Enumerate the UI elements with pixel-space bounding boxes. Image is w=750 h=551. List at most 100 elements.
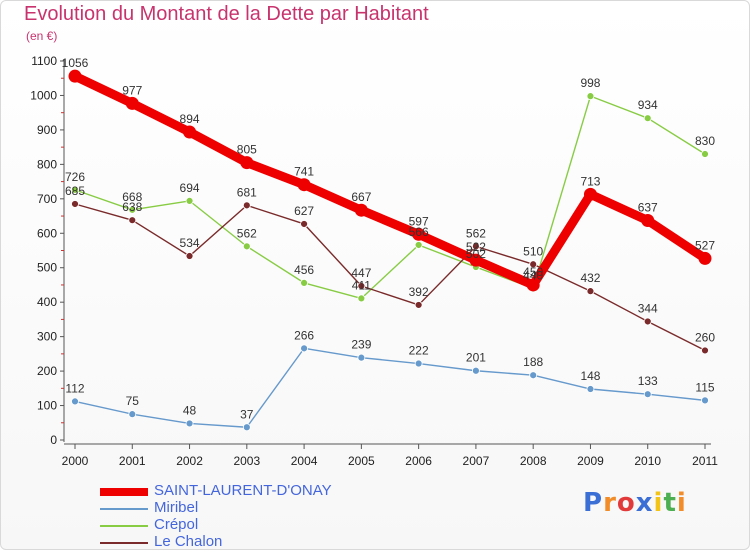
- data-point: [71, 397, 79, 406]
- data-label: 201: [466, 351, 486, 365]
- data-label: 392: [409, 285, 429, 299]
- data-label: 998: [580, 76, 600, 90]
- legend-swatch: [100, 525, 148, 527]
- data-label: 597: [409, 214, 429, 228]
- data-label: 432: [580, 271, 600, 285]
- data-point: [586, 385, 595, 393]
- data-label: 681: [237, 185, 257, 199]
- data-point: [414, 359, 423, 368]
- data-label: 566: [409, 225, 429, 239]
- y-tick-label: 200: [37, 364, 57, 378]
- data-point: [643, 390, 652, 399]
- data-label: 713: [580, 174, 600, 188]
- data-point: [701, 150, 709, 158]
- data-point: [242, 201, 251, 210]
- data-label: 934: [638, 98, 658, 112]
- logo-letter: i: [676, 488, 687, 518]
- x-tick-label: 2005: [348, 454, 375, 468]
- x-tick-label: 2006: [405, 454, 432, 468]
- logo-letter: o: [616, 488, 636, 518]
- x-tick-label: 2001: [119, 454, 146, 468]
- x-tick-label: 2010: [634, 454, 661, 468]
- legend-label: Crépol: [154, 516, 199, 533]
- data-label: 148: [580, 369, 600, 383]
- data-point: [529, 371, 538, 380]
- data-label: 447: [351, 266, 371, 280]
- data-point: [643, 317, 652, 326]
- x-tick-label: 2008: [520, 454, 547, 468]
- data-point: [300, 344, 308, 353]
- data-label: 894: [180, 112, 200, 126]
- data-label: 685: [65, 184, 85, 198]
- data-point: [185, 196, 194, 205]
- data-point: [583, 187, 597, 201]
- data-point: [469, 253, 483, 267]
- data-point: [125, 96, 139, 110]
- data-label: 411: [352, 278, 371, 292]
- series-line-3: [74, 203, 706, 352]
- data-label: 627: [294, 204, 314, 218]
- data-point: [414, 301, 423, 309]
- legend-label: Le Chalon: [154, 533, 223, 550]
- data-label: 188: [523, 355, 543, 369]
- data-label: 668: [122, 190, 142, 204]
- data-label: 1056: [62, 56, 89, 70]
- data-label: 344: [638, 301, 658, 315]
- x-tick-label: 2000: [62, 454, 89, 468]
- data-label: 510: [523, 244, 543, 258]
- data-label: 741: [294, 165, 314, 179]
- data-point: [354, 203, 368, 217]
- y-tick-label: 700: [37, 192, 57, 206]
- legend-swatch: [100, 542, 148, 544]
- data-point: [185, 252, 194, 260]
- y-tick-label: 100: [37, 399, 57, 413]
- y-tick-label: 400: [37, 295, 57, 309]
- data-label: 222: [409, 344, 429, 358]
- data-label: 667: [351, 190, 371, 204]
- data-label: 133: [638, 374, 658, 388]
- data-point: [414, 241, 423, 249]
- data-label: 527: [695, 238, 715, 252]
- data-label: 977: [122, 83, 142, 97]
- data-label: 260: [695, 330, 715, 344]
- y-tick-label: 300: [37, 330, 57, 344]
- data-label: 239: [351, 338, 371, 352]
- data-label: 522: [466, 240, 486, 254]
- data-point: [472, 242, 480, 251]
- data-point: [641, 214, 655, 228]
- data-point: [701, 396, 709, 405]
- data-label: 726: [65, 170, 85, 184]
- data-label: 456: [294, 263, 314, 277]
- series-line-0: [70, 71, 710, 290]
- x-tick-label: 2007: [463, 454, 490, 468]
- data-point: [698, 251, 712, 265]
- data-point: [472, 366, 480, 375]
- data-label: 562: [466, 226, 486, 240]
- data-point: [586, 287, 595, 296]
- data-point: [128, 410, 137, 419]
- data-point: [68, 69, 82, 83]
- data-label: 830: [695, 134, 715, 148]
- y-tick-label: 800: [37, 157, 57, 171]
- data-label: 48: [183, 403, 197, 417]
- data-point: [240, 156, 254, 170]
- data-point: [643, 114, 652, 123]
- data-point: [297, 178, 311, 192]
- data-point: [71, 200, 79, 208]
- y-tick-label: 600: [37, 226, 57, 240]
- logo-letter: x: [635, 488, 654, 518]
- data-label: 75: [126, 394, 140, 408]
- series-line-1: [74, 347, 706, 428]
- data-label: 694: [180, 181, 200, 195]
- data-point: [183, 125, 197, 139]
- x-tick-label: 2002: [176, 454, 203, 468]
- data-label: 805: [237, 143, 257, 157]
- data-point: [242, 423, 251, 432]
- x-tick-label: 2009: [577, 454, 604, 468]
- data-point: [185, 419, 194, 428]
- data-point: [529, 260, 538, 269]
- data-point: [701, 346, 709, 355]
- data-point: [128, 205, 137, 214]
- legend-label: Miribel: [154, 499, 199, 516]
- data-point: [357, 294, 366, 303]
